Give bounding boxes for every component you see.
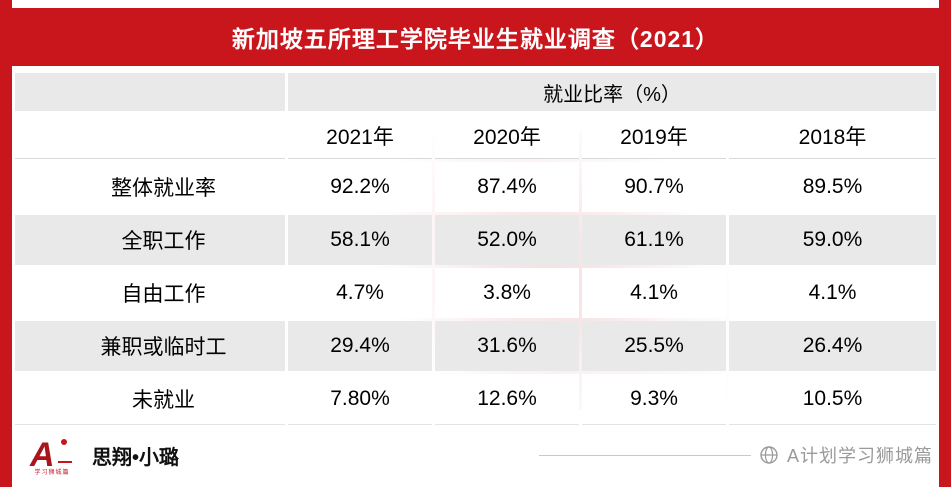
row-label: 自由工作	[15, 268, 285, 318]
cell-value: 89.5%	[729, 162, 936, 212]
table-row: 自由工作 4.7% 3.8% 4.1% 4.1%	[15, 268, 936, 318]
row-label: 整体就业率	[15, 162, 285, 212]
cell-value: 25.5%	[582, 321, 726, 371]
right-red-border	[939, 0, 951, 487]
cell-value: 4.7%	[288, 268, 432, 318]
cell-value: 3.8%	[435, 268, 579, 318]
cell-value: 10.5%	[729, 374, 936, 425]
year-header-2020: 2020年	[435, 114, 579, 159]
footer: A 学习狮城篇 思翔•小璐 A计划学习狮城篇	[12, 423, 939, 487]
employment-table: 就业比率（%） 2021年 2020年 2019年 2018年 整体就业率 92…	[12, 70, 939, 428]
title-banner: 新加坡五所理工学院毕业生就业调查（2021）	[12, 8, 939, 66]
footer-left: A 学习狮城篇 思翔•小璐	[12, 434, 179, 476]
brand-name: A计划学习狮城篇	[786, 446, 933, 466]
left-red-border	[0, 0, 12, 487]
page-title: 新加坡五所理工学院毕业生就业调查（2021）	[231, 26, 720, 52]
cell-value: 29.4%	[288, 321, 432, 371]
year-header-2021: 2021年	[288, 114, 432, 159]
year-header-2018: 2018年	[729, 114, 936, 159]
cell-value: 7.80%	[288, 374, 432, 425]
table-container: 就业比率（%） 2021年 2020年 2019年 2018年 整体就业率 92…	[12, 70, 939, 428]
table-row: 全职工作 58.1% 52.0% 61.1% 59.0%	[15, 215, 936, 265]
row-label: 未就业	[15, 374, 285, 425]
cell-value: 90.7%	[582, 162, 726, 212]
group-header-cell: 就业比率（%）	[288, 73, 936, 111]
cell-value: 58.1%	[288, 215, 432, 265]
letter-a-logo-icon: A	[29, 436, 72, 472]
corner-cell	[15, 73, 285, 111]
cell-value: 26.4%	[729, 321, 936, 371]
globe-icon	[760, 446, 778, 464]
row-label: 全职工作	[15, 215, 285, 265]
cell-value: 87.4%	[435, 162, 579, 212]
group-header-row: 就业比率（%）	[15, 73, 936, 111]
cell-value: 31.6%	[435, 321, 579, 371]
cell-value: 92.2%	[288, 162, 432, 212]
row-label: 兼职或临时工	[15, 321, 285, 371]
year-header-2019: 2019年	[582, 114, 726, 159]
table-row: 兼职或临时工 29.4% 31.6% 25.5% 26.4%	[15, 321, 936, 371]
table-row: 整体就业率 92.2% 87.4% 90.7% 89.5%	[15, 162, 936, 212]
empty-label-cell	[15, 114, 285, 159]
cell-value: 52.0%	[435, 215, 579, 265]
footer-divider	[538, 454, 751, 456]
author-name: 思翔•小璐	[92, 446, 180, 469]
cell-value: 59.0%	[729, 215, 936, 265]
svg-text:A: A	[29, 436, 55, 472]
footer-right: A计划学习狮城篇	[538, 442, 939, 468]
cell-value: 12.6%	[435, 374, 579, 425]
year-header-row: 2021年 2020年 2019年 2018年	[15, 114, 936, 159]
cell-value: 4.1%	[729, 268, 936, 318]
cell-value: 61.1%	[582, 215, 726, 265]
cell-value: 9.3%	[582, 374, 726, 425]
table-row: 未就业 7.80% 12.6% 9.3% 10.5%	[15, 374, 936, 425]
logo-caption: 学习狮城篇	[34, 470, 70, 476]
cell-value: 4.1%	[582, 268, 726, 318]
brand-logo: A 学习狮城篇	[28, 434, 76, 476]
